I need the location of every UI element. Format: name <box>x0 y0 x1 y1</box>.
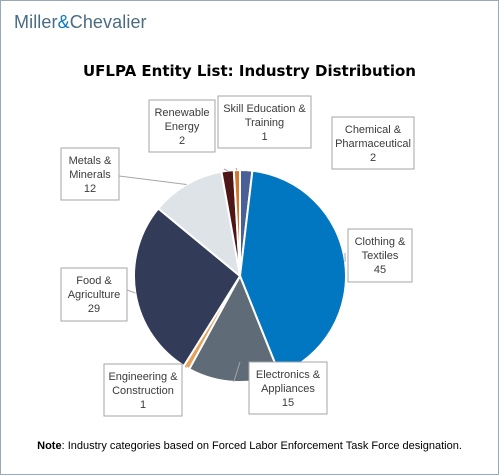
data-label-0: Chemical & Pharmaceutical 2 <box>331 116 415 170</box>
data-label-value-4: 29 <box>88 303 100 315</box>
data-label-category-2-0: Electronics & <box>256 369 321 381</box>
data-label-category-3-0: Engineering & <box>108 371 178 383</box>
chart-title: UFLPA Entity List: Industry Distribution <box>83 62 416 80</box>
data-label-category-0-0: Chemical & <box>345 124 402 136</box>
pie-slice-5 <box>156 170 242 279</box>
data-label-value-6: 2 <box>179 135 185 147</box>
data-label-category-6-0: Renewable <box>154 107 209 119</box>
data-label-value-5: 12 <box>84 183 96 195</box>
data-label-category-5-0: Metals & <box>69 155 112 167</box>
data-label-category-7-1: Training <box>245 117 284 129</box>
footnote: Note: Industry categories based on Force… <box>0 440 499 452</box>
data-label-box-0 <box>331 116 415 170</box>
brand-name-part2: Chevalier <box>69 12 147 32</box>
data-label-category-3-1: Construction <box>112 385 174 397</box>
data-label-box-3 <box>103 363 183 417</box>
data-label-box-1 <box>347 228 413 283</box>
data-label-value-3: 1 <box>140 399 146 411</box>
data-label-3: Engineering & Construction 1 <box>103 363 183 417</box>
leader-line-4 <box>126 289 136 294</box>
data-label-value-0: 2 <box>370 152 376 164</box>
data-label-value-7: 1 <box>261 131 267 143</box>
data-label-category-0-1: Pharmaceutical <box>335 138 411 150</box>
leader-line-6 <box>223 168 228 172</box>
data-label-1: Clothing & Textiles 45 <box>347 228 413 283</box>
data-label-4: Food & Agriculture 29 <box>60 267 128 322</box>
data-label-value-2: 15 <box>282 397 294 409</box>
data-label-7: Skill Education & Training 1 <box>217 95 312 149</box>
data-label-2: Electronics & Appliances 15 <box>248 361 328 415</box>
footnote-prefix: Note <box>37 440 62 452</box>
data-label-category-6-1: Energy <box>165 121 200 133</box>
data-label-category-2-1: Appliances <box>261 383 315 395</box>
brand-ampersand: & <box>57 12 70 32</box>
data-label-value-1: 45 <box>374 264 386 276</box>
data-label-6: Renewable Energy 2 <box>148 99 216 153</box>
data-label-category-5-1: Minerals <box>69 169 111 181</box>
pie-slice-7 <box>232 168 241 277</box>
data-label-category-1-0: Clothing & <box>355 236 406 248</box>
data-label-5: Metals & Minerals 12 <box>60 147 120 201</box>
data-label-box-4 <box>60 267 128 322</box>
data-label-category-7-0: Skill Education & <box>223 103 306 115</box>
data-label-category-1-1: Textiles <box>362 250 399 262</box>
pie-slice-1 <box>238 169 347 376</box>
data-label-box-7 <box>217 95 312 149</box>
data-label-category-4-0: Food & <box>76 275 112 287</box>
leader-line-5 <box>118 175 187 185</box>
data-label-box-6 <box>148 99 216 153</box>
leader-line-2 <box>233 361 241 382</box>
brand-logo: Miller&Chevalier <box>14 12 147 33</box>
data-label-box-2 <box>248 361 328 415</box>
leader-line-7 <box>235 167 238 171</box>
data-label-box-5 <box>60 147 120 201</box>
data-label-category-4-1: Agriculture <box>68 289 121 301</box>
footnote-text: : Industry categories based on Forced La… <box>61 440 462 452</box>
brand-name-part1: Miller <box>14 12 58 32</box>
